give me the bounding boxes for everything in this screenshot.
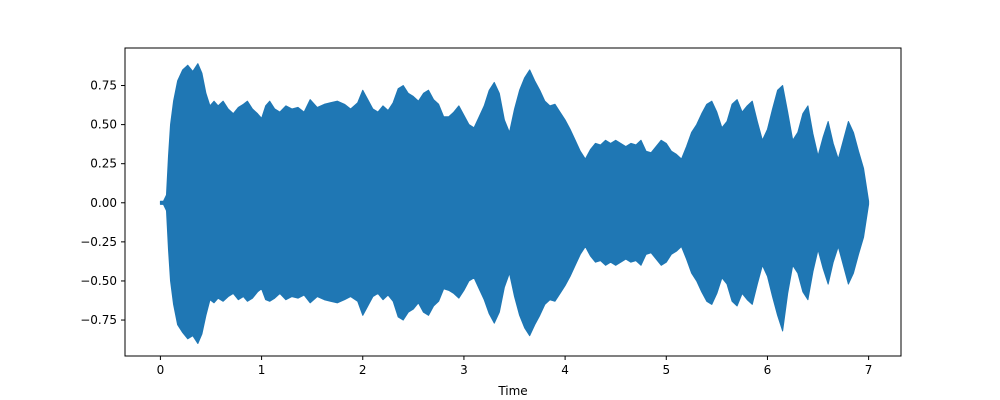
y-tick-label: −0.25 <box>80 235 117 249</box>
y-tick-label: −0.75 <box>80 313 117 327</box>
x-tick-label: 1 <box>258 363 266 377</box>
x-tick-label: 3 <box>460 363 468 377</box>
x-tick-label: 6 <box>764 363 772 377</box>
y-tick-label: 0.50 <box>90 118 117 132</box>
x-tick-label: 5 <box>662 363 670 377</box>
x-tick-label: 7 <box>865 363 873 377</box>
x-tick-label: 0 <box>157 363 165 377</box>
plot-frame <box>124 47 902 357</box>
y-tick-label: 0.25 <box>90 157 117 171</box>
y-tick-label: 0.00 <box>90 196 117 210</box>
x-axis-title: Time <box>497 384 527 398</box>
y-axis: −0.75 −0.50 −0.25 0.00 0.25 0.50 0.75 <box>80 79 125 327</box>
waveform-series-0 <box>159 63 870 344</box>
y-tick-label: −0.50 <box>80 274 117 288</box>
plot-area <box>159 63 870 344</box>
x-axis: 0 1 2 3 4 5 6 7 <box>157 356 873 377</box>
x-tick-label: 4 <box>561 363 569 377</box>
x-tick-label: 2 <box>359 363 367 377</box>
y-tick-label: 0.75 <box>90 79 117 93</box>
